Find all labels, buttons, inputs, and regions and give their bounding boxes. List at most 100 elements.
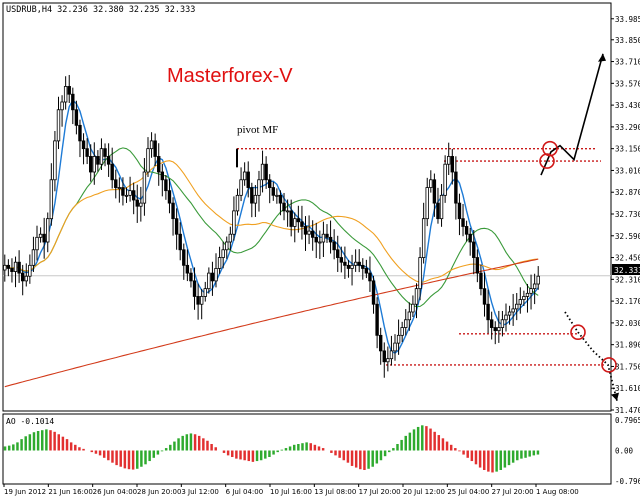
candle-body (375, 303, 379, 336)
candle-body (361, 264, 365, 269)
candle-body (357, 261, 361, 266)
candle-body (404, 319, 408, 328)
candle-body (60, 101, 64, 111)
price-tick-label: 33.150 (615, 145, 640, 154)
candle-body (149, 140, 154, 150)
candle-body (472, 241, 476, 258)
support-1-circle (570, 324, 586, 341)
candle-body (468, 233, 472, 243)
candle-body (418, 257, 422, 290)
price-tick-label: 32.170 (615, 297, 640, 306)
candle-body (371, 280, 376, 305)
candle-body (436, 202, 440, 220)
candle-body (250, 187, 254, 204)
candle-body (53, 140, 57, 181)
price-tick-label: 32.310 (615, 275, 640, 284)
candle-body (207, 272, 211, 290)
candle-body (293, 218, 297, 227)
price-tick-label: 33.850 (615, 36, 640, 45)
candle-body (217, 257, 222, 269)
candle-body (63, 86, 68, 103)
candle-body (282, 202, 286, 212)
bearish-arrowhead (611, 392, 619, 401)
candle-body (114, 179, 118, 188)
candle-body (310, 230, 315, 238)
candle-body (253, 194, 258, 204)
level-lines (236, 147, 605, 366)
candle-body (10, 268, 14, 272)
candle-body (78, 124, 82, 142)
candle-body (368, 272, 372, 282)
candle-body (464, 226, 469, 235)
time-tick-label: 17 Jul 20:00 (359, 488, 401, 496)
candle-body (42, 233, 46, 243)
candle-body (17, 261, 21, 274)
candle-body (74, 109, 79, 126)
candle-body (31, 249, 36, 266)
candle-body (67, 86, 71, 95)
candle-body (160, 171, 165, 181)
candle-body (81, 140, 86, 150)
candle-body (3, 264, 7, 271)
candles (3, 74, 540, 378)
candle-body (182, 249, 186, 266)
candle-body (89, 156, 93, 173)
candle-body (314, 236, 318, 243)
candle-body (300, 221, 304, 227)
time-tick-label: 10 Jul 16:00 (270, 488, 312, 496)
candle-body (121, 187, 125, 196)
candle-body (228, 233, 233, 243)
candle-body (493, 327, 497, 332)
candle-body (260, 163, 265, 181)
candle-body (38, 233, 43, 238)
candle-body (99, 148, 104, 165)
candle-body (400, 327, 404, 336)
price-tick-label: 33.710 (615, 58, 640, 67)
bullish-projection-line (540, 53, 604, 176)
candle-body (339, 257, 344, 263)
candle-body (246, 171, 250, 188)
candle-body (271, 187, 275, 196)
candle-body (475, 257, 480, 274)
time-tick-label: 20 Jul 12:00 (403, 488, 445, 496)
candle-body (268, 179, 272, 188)
candle-body (71, 93, 75, 111)
ma-line-mid (4, 147, 539, 308)
candle-body (106, 156, 111, 165)
candle-body (174, 218, 179, 235)
price-tick-label: 31.890 (615, 341, 640, 350)
candle-body (28, 264, 32, 277)
current-price-tag (612, 264, 640, 275)
candle-body (303, 226, 308, 235)
candle-body (504, 314, 508, 321)
candle-body (178, 233, 182, 251)
candle-body (432, 179, 437, 204)
candle-body (500, 319, 505, 328)
moving-averages (4, 99, 539, 388)
projections (539, 53, 619, 401)
candle-body (275, 194, 279, 197)
price-tick-label: 32.590 (615, 232, 640, 241)
candle-body (232, 210, 236, 235)
candle-body (171, 202, 175, 220)
candle-body (153, 140, 157, 157)
candle-body (185, 264, 190, 274)
price-tick-label: 33.570 (615, 79, 640, 88)
candle-body (296, 218, 301, 223)
time-tick-label: 19 Jun 2012 (4, 488, 46, 496)
candle-body (285, 210, 290, 213)
candle-body (489, 319, 494, 328)
price-tick-label: 31.470 (615, 406, 640, 415)
candle-body (242, 171, 247, 181)
candle-body (396, 334, 401, 344)
candle-body (189, 272, 193, 282)
candle-body (382, 350, 386, 363)
ao-header: AO -0.1014 (6, 417, 54, 426)
candle-body (318, 241, 322, 244)
candle-body (364, 268, 369, 274)
time-tick-label: 26 Jun 04:00 (93, 488, 137, 496)
candle-body (421, 218, 426, 258)
candle-body (443, 163, 447, 196)
candle-body (164, 179, 168, 192)
